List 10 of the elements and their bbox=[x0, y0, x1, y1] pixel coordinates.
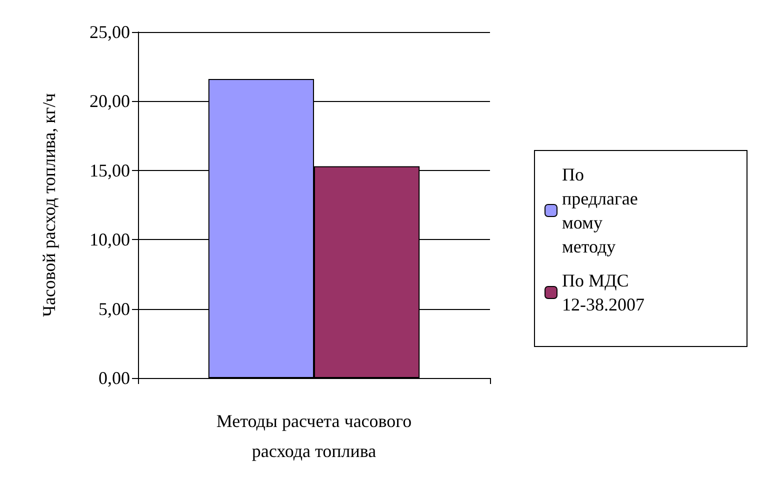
y-axis-title: Часовой расход топлива, кг/ч bbox=[39, 93, 59, 317]
legend-label: По предлагаемому методу bbox=[562, 164, 638, 256]
y-tick-label: 25,00 bbox=[90, 22, 130, 42]
y-tick-label: 10,00 bbox=[90, 230, 130, 250]
x-axis-title: Методы расчета часового расхода топлива bbox=[216, 411, 412, 461]
y-tick-label: 15,00 bbox=[90, 160, 130, 180]
y-tick-label: 0,00 bbox=[98, 368, 130, 388]
legend-label: По МДС 12-38.2007 bbox=[562, 270, 644, 314]
y-tick-label: 5,00 bbox=[98, 298, 130, 319]
y-tick-label: 20,00 bbox=[90, 91, 130, 112]
